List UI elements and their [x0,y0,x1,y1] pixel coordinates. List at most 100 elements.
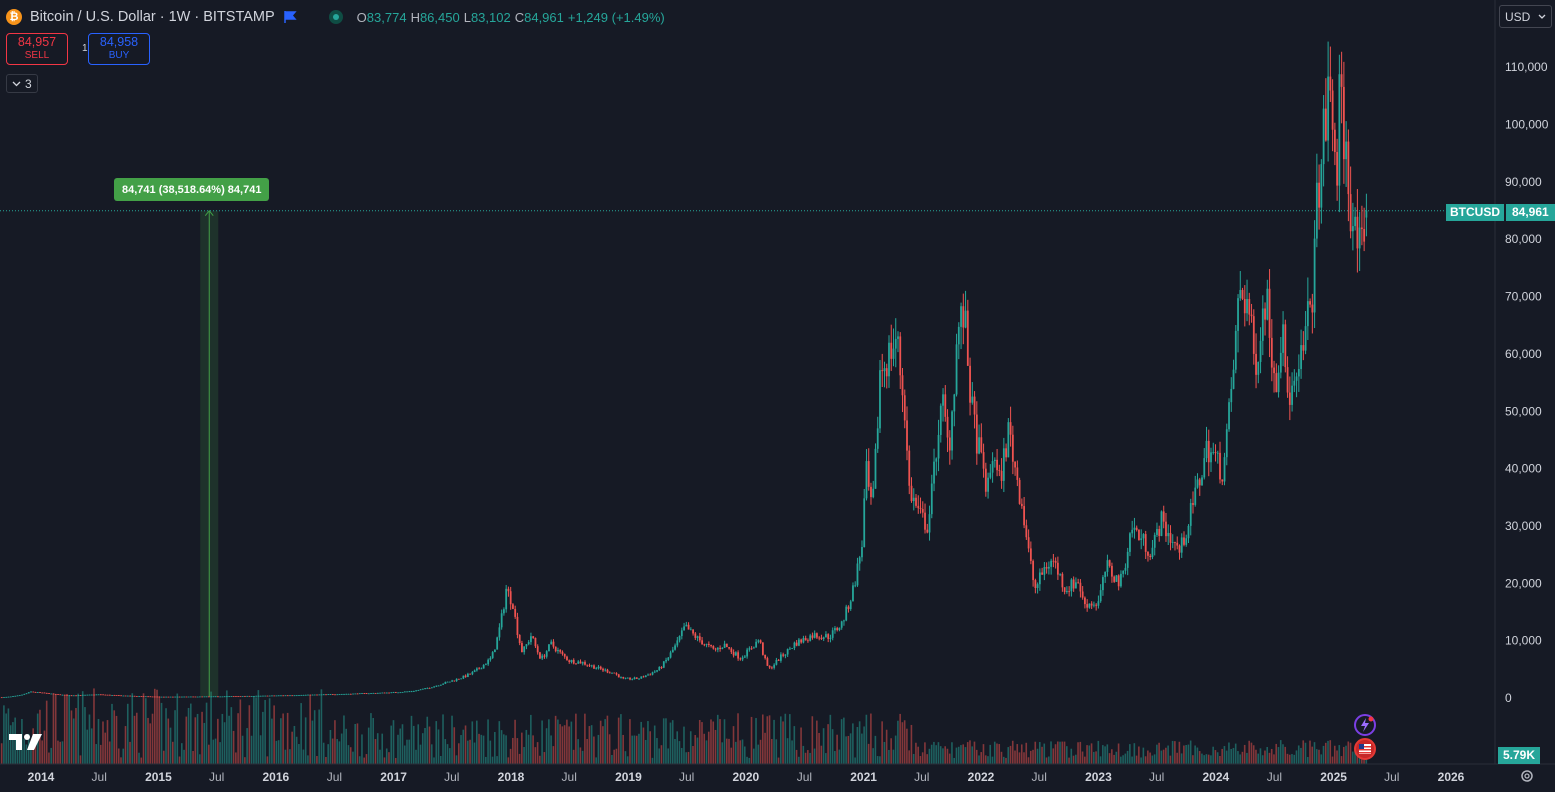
price-tick-label: 100,000 [1505,118,1549,132]
candle-body [88,694,91,696]
indicators-toggle[interactable]: 3 [6,74,38,93]
symbol-title[interactable]: Bitcoin / U.S. Dollar · 1W · BITSTAMP [30,9,275,25]
candle-body [1210,452,1212,463]
candle-body [25,693,28,695]
candle-body [872,488,875,498]
candle-body [973,396,976,415]
candle-body [921,508,924,513]
candle-body [843,620,845,622]
candle-body [1302,345,1305,351]
candle-body [153,696,156,698]
volume-bar [1282,744,1284,764]
volume-bar [356,723,359,764]
volume-bar [840,719,843,764]
price-axis[interactable]: 0 10,000 20,000 30,000 40,000 50,000 60,000 70,… [1494,0,1549,764]
candle-body [791,648,794,649]
candle-body [1106,560,1109,572]
volume-bar [955,747,958,764]
volume-bar [867,743,870,764]
buy-button[interactable]: 84,958 BUY [88,33,150,65]
time-axis[interactable]: 2014 Jul 2015 Jul 2016 Jul 2017 Jul 2018 Jul 2019 J… [0,763,1555,784]
volume-bar [248,705,251,764]
candle-body [919,508,922,510]
price-tick-label: 80,000 [1505,232,1542,246]
volume-bar [498,721,501,764]
volume-bar [1038,742,1041,764]
currency-select[interactable]: USD [1499,5,1552,28]
candle-body [606,669,609,673]
measure-label[interactable]: 84,741 (38,518.64%) 84,741 [114,178,270,201]
blue-flag-icon[interactable] [283,10,297,24]
volume-bar [1140,757,1142,764]
candle-body [1237,298,1239,331]
gear-icon[interactable] [1519,768,1535,784]
candle-body [516,616,519,635]
candle-body [505,588,508,610]
volume-bar [196,713,199,764]
volume-bar [822,728,825,764]
candle-body [169,696,172,698]
volume-bar [190,703,192,764]
candle-body [1354,216,1357,227]
price-tick-label: 10,000 [1505,634,1542,648]
volume-bar [1246,752,1248,764]
candle-body [1122,570,1125,574]
volume-bar [701,722,703,764]
volume-bar [117,748,120,764]
volume-bar [957,746,960,764]
volume-bar [1183,745,1185,764]
volume-bar [1043,743,1046,764]
volume-bar [433,757,435,764]
us-flag-event-icon[interactable] [1354,738,1376,760]
volume-bar [1207,754,1210,764]
volume-bar [530,714,532,764]
volume-bar [1228,742,1230,764]
candle-body [1052,560,1055,562]
candle-body [1093,604,1095,606]
candle-body [437,685,440,687]
candle-body [322,694,325,696]
volume-bar [363,757,366,764]
candle-body [12,696,14,698]
candle-body [507,588,510,592]
candle-body [264,695,267,697]
candle-body [1158,528,1161,536]
volume-bar [930,744,933,764]
tradingview-logo-icon[interactable] [9,732,43,752]
volume-bar [61,741,64,764]
volume-bar [30,746,32,764]
candle-body [1351,226,1354,232]
candle-body [1047,566,1050,569]
volume-bar [313,710,316,764]
candle-body [381,692,384,694]
volume-bar [1284,746,1287,764]
market-open-dot-icon [328,10,343,24]
candle-body [989,472,992,478]
volume-bar [392,720,395,764]
candle-body [1221,479,1224,482]
volume-bar [86,729,89,764]
candle-body [90,694,93,696]
candle-body [752,647,755,649]
volume-bar [1158,742,1160,764]
candle-body [390,692,393,694]
volume-bar [1072,755,1075,764]
candle-body [72,695,75,697]
candle-body [156,696,159,698]
candle-body [498,627,501,638]
candle-body [518,634,521,644]
volume-bar [401,724,404,764]
volume-bar [280,718,282,764]
candle-body [59,694,62,696]
volume-bar [208,744,210,764]
volume-bar [807,750,809,764]
lightning-event-icon[interactable] [1354,714,1376,736]
volume-bar [14,717,16,764]
volume-bar [759,739,762,764]
volume-bar [577,739,579,764]
volume-bar [1059,741,1061,764]
volume-bar [489,740,492,764]
sell-button[interactable]: 84,957 SELL [6,33,68,65]
sell-label: SELL [24,50,50,61]
